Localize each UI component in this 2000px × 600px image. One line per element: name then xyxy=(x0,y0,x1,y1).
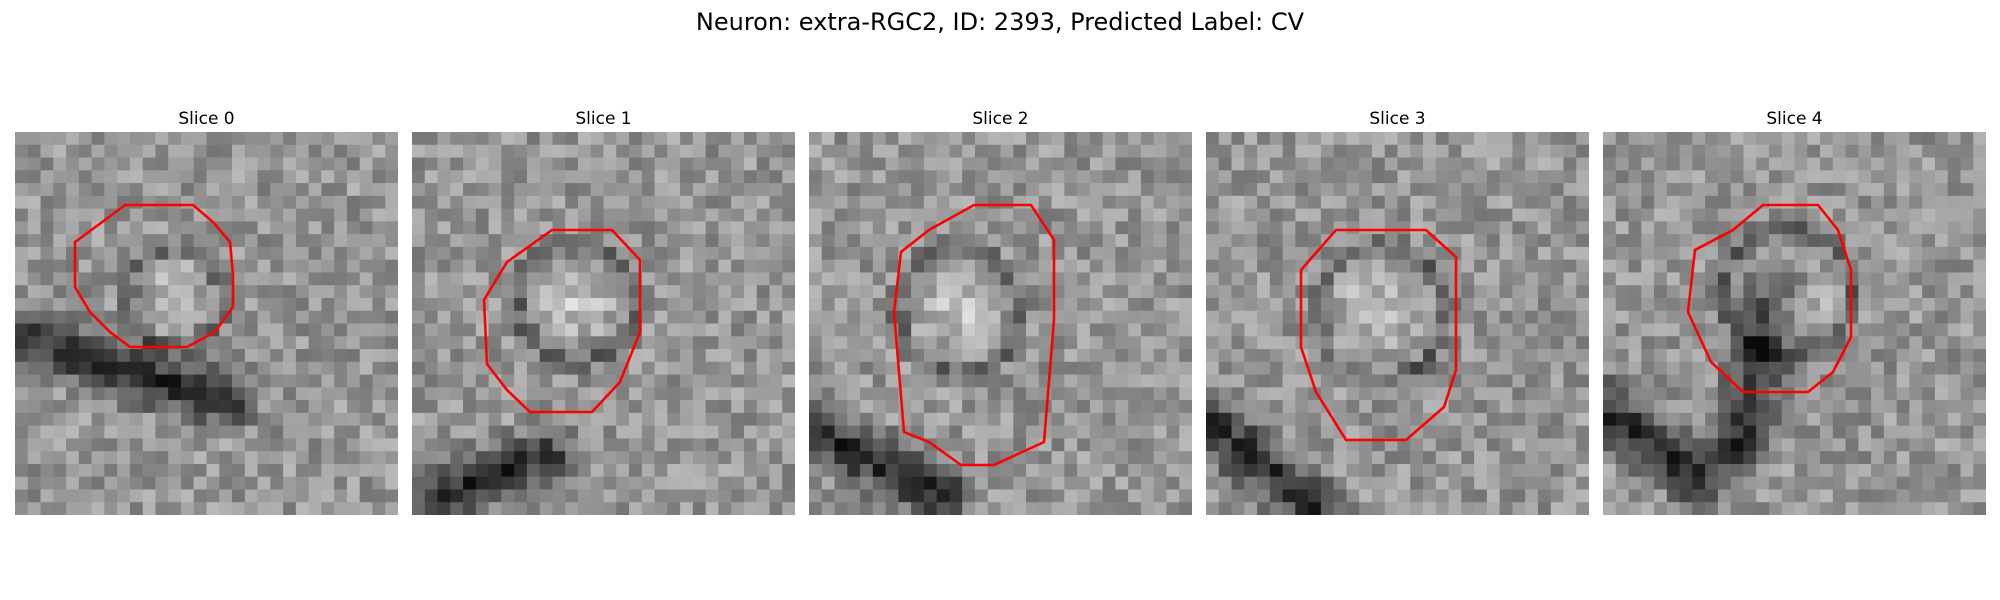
slice-title-1: Slice 1 xyxy=(575,109,632,129)
slice-image-3 xyxy=(1206,132,1589,515)
slice-image-2 xyxy=(809,132,1192,515)
pixel-texture xyxy=(412,132,795,515)
figure-title: Neuron: extra-RGC2, ID: 2393, Predicted … xyxy=(695,8,1305,36)
slice-image-1 xyxy=(412,132,795,515)
slice-title-3: Slice 3 xyxy=(1369,109,1426,129)
pixel-texture xyxy=(1206,132,1589,515)
pixel-texture xyxy=(1603,132,1986,515)
slice-panel-4: Slice 4 xyxy=(1603,108,1986,515)
slice-title-2: Slice 2 xyxy=(972,109,1029,129)
slice-title-4: Slice 4 xyxy=(1766,109,1823,129)
pixel-texture xyxy=(809,132,1192,515)
roi-contour-1 xyxy=(482,228,642,414)
roi-contour-0 xyxy=(73,203,235,349)
slice-image-0 xyxy=(15,132,398,515)
roi-contour-2 xyxy=(892,203,1056,467)
slice-title-0: Slice 0 xyxy=(178,109,235,129)
pixel-texture xyxy=(15,132,398,515)
slice-panel-2: Slice 2 xyxy=(809,108,1192,515)
roi-contour-3 xyxy=(1299,228,1458,442)
slice-panel-3: Slice 3 xyxy=(1206,108,1589,515)
roi-contour-4 xyxy=(1686,203,1853,394)
slice-panel-1: Slice 1 xyxy=(412,108,795,515)
slice-panel-0: Slice 0 xyxy=(15,108,398,515)
slice-image-4 xyxy=(1603,132,1986,515)
